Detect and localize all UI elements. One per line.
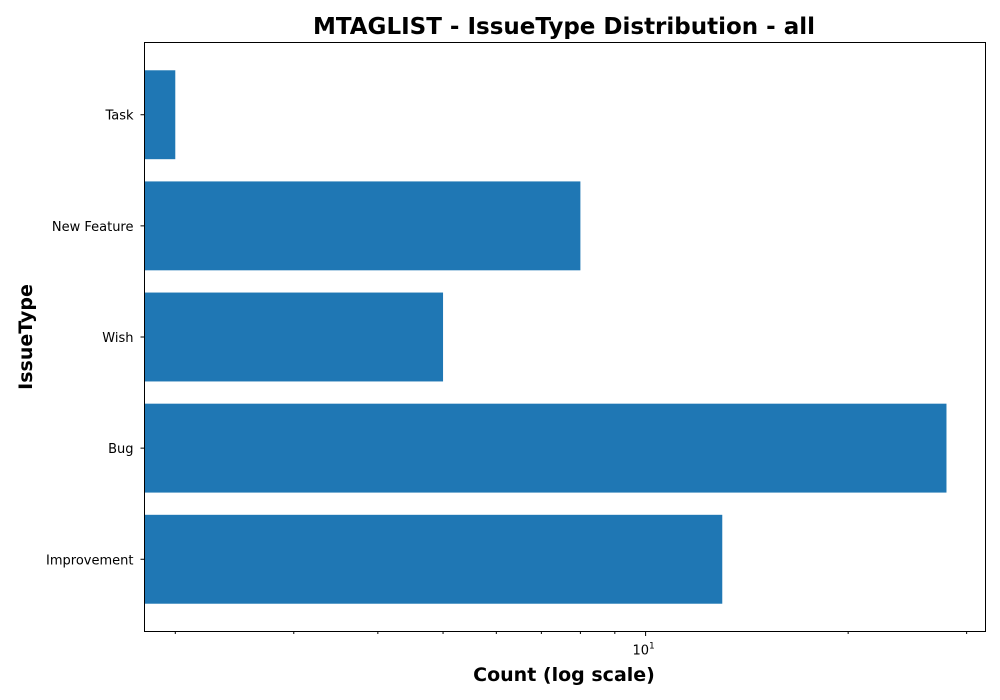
bar-improvement xyxy=(144,514,723,604)
y-tick-label-improvement: Improvement xyxy=(46,553,133,568)
x-tick-label: 101 xyxy=(632,642,654,659)
bar-task xyxy=(144,70,176,160)
y-tick-label-bug: Bug xyxy=(108,442,133,457)
x-axis-label: Count (log scale) xyxy=(473,664,655,686)
chart-title: MTAGLIST - IssueType Distribution - all xyxy=(313,14,815,40)
bar-bug xyxy=(144,403,947,493)
x-axis-ticks: 101 xyxy=(174,631,968,659)
y-tick-label-task: Task xyxy=(104,109,134,124)
y-tick-label-wish: Wish xyxy=(102,331,133,346)
bar-wish xyxy=(144,292,444,382)
bar-new-feature xyxy=(144,181,581,271)
y-axis-label: IssueType xyxy=(15,284,37,390)
y-tick-label-new-feature: New Feature xyxy=(52,220,134,235)
y-axis-ticks: Task New Feature Wish Bug Improvement xyxy=(46,109,145,568)
bars-group xyxy=(144,70,947,604)
